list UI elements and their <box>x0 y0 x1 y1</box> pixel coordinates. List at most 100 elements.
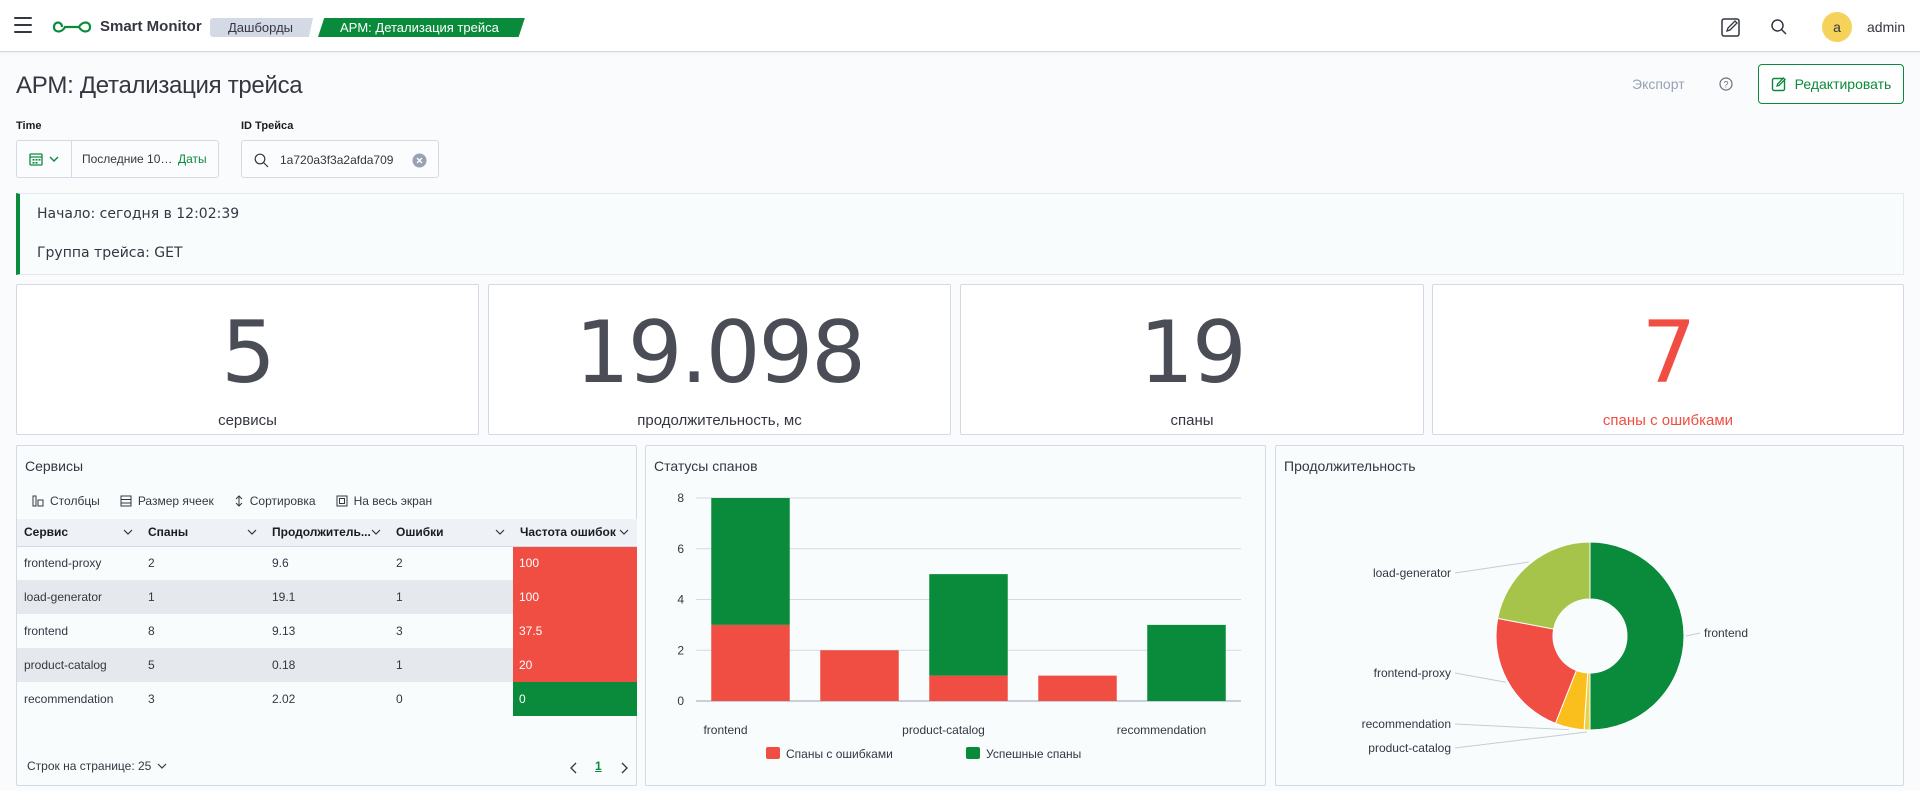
table-row[interactable]: frontend 8 9.13 3 37.5 <box>17 614 637 648</box>
stat-services: 5 сервисы <box>16 284 479 435</box>
trace-id-field[interactable]: 1a720a3f3a2afda709 <box>241 140 439 178</box>
cell-service: frontend-proxy <box>24 556 102 571</box>
bar <box>929 675 1008 701</box>
rows-per-page-label: Строк на странице: 25 <box>27 759 152 773</box>
cell-errors: 0 <box>396 692 403 706</box>
trace-start-text: Начало: сегодня в 12:02:39 <box>37 206 240 222</box>
prev-page-icon[interactable] <box>570 762 578 774</box>
help-icon[interactable]: ? <box>1719 77 1733 91</box>
chevron-down-icon <box>619 529 629 535</box>
edit-button[interactable]: Редактировать <box>1758 64 1904 104</box>
column-header-errors[interactable]: Ошибки <box>389 519 513 547</box>
cell-duration: 9.13 <box>272 624 296 638</box>
stat-caption: продолжительность, мс <box>637 412 802 429</box>
brand-name[interactable]: Smart Monitor <box>100 18 202 35</box>
cell-error-rate: 0 <box>513 682 637 716</box>
rows-per-page-select[interactable]: Строк на странице: 25 <box>27 759 167 773</box>
stat-value: 5 <box>221 303 276 403</box>
column-header-service[interactable]: Сервис <box>17 519 141 547</box>
column-header-duration[interactable]: Продолжитель... <box>265 519 389 547</box>
svg-text:?: ? <box>1723 80 1728 90</box>
cell-errors: 3 <box>396 624 403 638</box>
y-tick-label: 6 <box>677 542 684 556</box>
trace-id-label: ID Трейса <box>241 120 294 132</box>
pie-label: recommendation <box>1362 717 1451 731</box>
legend-swatch <box>766 747 780 759</box>
services-panel: Сервисы Столбцы Размер ячеек Сортировка … <box>16 445 637 786</box>
time-picker[interactable]: Последние 10 минут Даты <box>16 140 219 178</box>
cell-spans: 1 <box>141 580 265 614</box>
cell-duration: 19.1 <box>265 580 389 614</box>
pie-label: load-generator <box>1373 566 1451 580</box>
calendar-dropdown[interactable] <box>17 141 72 177</box>
y-tick-label: 4 <box>677 593 684 607</box>
cell-errors: 2 <box>396 556 403 571</box>
legend-swatch <box>966 747 980 759</box>
time-range-value[interactable]: Последние 10 минут <box>82 152 174 166</box>
cell-error-rate: 100 <box>513 580 637 614</box>
edit-note-icon[interactable] <box>1718 14 1744 40</box>
column-header-spans[interactable]: Спаны <box>141 519 265 547</box>
panel-title: Статусы спанов <box>654 458 758 474</box>
next-page-icon[interactable] <box>620 762 628 774</box>
page-number[interactable]: 1 <box>595 759 602 773</box>
search-icon[interactable] <box>1766 14 1792 40</box>
cell-error-rate: 100 <box>513 546 637 580</box>
trace-id-input[interactable]: 1a720a3f3a2afda709 <box>280 153 394 167</box>
cell-spans: 5 <box>141 648 265 682</box>
page-title: APM: Детализация трейса <box>16 72 303 99</box>
menu-icon[interactable] <box>14 17 32 33</box>
stat-error-spans: 7 спаны с ошибками <box>1432 284 1904 435</box>
fullscreen-button[interactable]: На весь экран <box>336 494 433 508</box>
column-header-error-rate[interactable]: Частота ошибок <box>513 519 637 547</box>
table-row[interactable]: frontend-proxy 2 9.6 2 100 <box>17 546 637 580</box>
x-tick-label: product-catalog <box>902 723 985 737</box>
table-row[interactable]: load-generator 1 19.1 1 100 <box>17 580 637 614</box>
cell-duration: 0.18 <box>265 648 389 682</box>
x-tick-label: frontend <box>703 723 747 737</box>
duration-chart: frontend product-catalog recommendation fro… <box>1362 541 1748 755</box>
bar <box>1147 624 1226 701</box>
trace-info-panel: Начало: сегодня в 12:02:39 Группа трейса… <box>16 193 1904 275</box>
columns-button[interactable]: Столбцы <box>32 494 100 508</box>
pie-slice <box>1495 617 1578 725</box>
table-toolbar: Столбцы Размер ячеек Сортировка На весь … <box>32 494 432 508</box>
y-tick-label: 2 <box>677 643 684 657</box>
table-row[interactable]: recommendation 3 2.02 0 0 <box>17 682 637 716</box>
calendar-icon <box>29 153 43 166</box>
sort-icon <box>235 495 243 507</box>
pie-slice <box>1497 541 1591 630</box>
user-name[interactable]: admin <box>1867 19 1906 35</box>
fullscreen-label: На весь экран <box>353 494 433 508</box>
avatar[interactable]: a <box>1822 12 1852 42</box>
cell-size-button[interactable]: Размер ячеек <box>120 494 214 508</box>
bar <box>711 624 790 701</box>
cell-spans: 8 <box>148 624 155 638</box>
table-density-icon <box>120 495 132 507</box>
time-filter-label: Time <box>16 120 42 132</box>
duration-panel: Продолжительность frontend product-catalo… <box>1275 445 1904 786</box>
legend-label: Спаны с ошибками <box>786 747 893 761</box>
cell-spans: 3 <box>148 692 155 706</box>
services-table: Сервис Спаны Продолжитель... Ошибки Част… <box>17 519 637 716</box>
stat-spans: 19 спаны <box>960 284 1424 435</box>
cell-duration: 2.02 <box>272 692 296 706</box>
columns-label: Столбцы <box>50 494 100 508</box>
chevron-down-icon <box>157 763 167 769</box>
breadcrumb-dashboards[interactable]: Дашборды <box>210 18 313 37</box>
sort-button[interactable]: Сортировка <box>234 494 316 508</box>
pencil-square-icon <box>1771 77 1786 92</box>
columns-icon <box>32 495 44 507</box>
dates-link[interactable]: Даты <box>178 152 207 166</box>
pie-leader-line <box>1454 731 1588 749</box>
top-header: Smart Monitor Дашборды APM: Детализация … <box>0 0 1920 52</box>
cell-size-label: Размер ячеек <box>137 494 214 508</box>
cell-duration: 9.6 <box>272 556 289 571</box>
cell-error-rate: 20 <box>513 648 637 682</box>
chevron-down-icon <box>495 529 505 535</box>
pie-label: frontend <box>1704 626 1748 640</box>
table-row[interactable]: product-catalog 5 0.18 1 20 <box>17 648 637 682</box>
panel-title: Сервисы <box>25 458 84 474</box>
clear-icon[interactable] <box>412 153 427 168</box>
export-button[interactable]: Экспорт <box>1632 76 1685 92</box>
